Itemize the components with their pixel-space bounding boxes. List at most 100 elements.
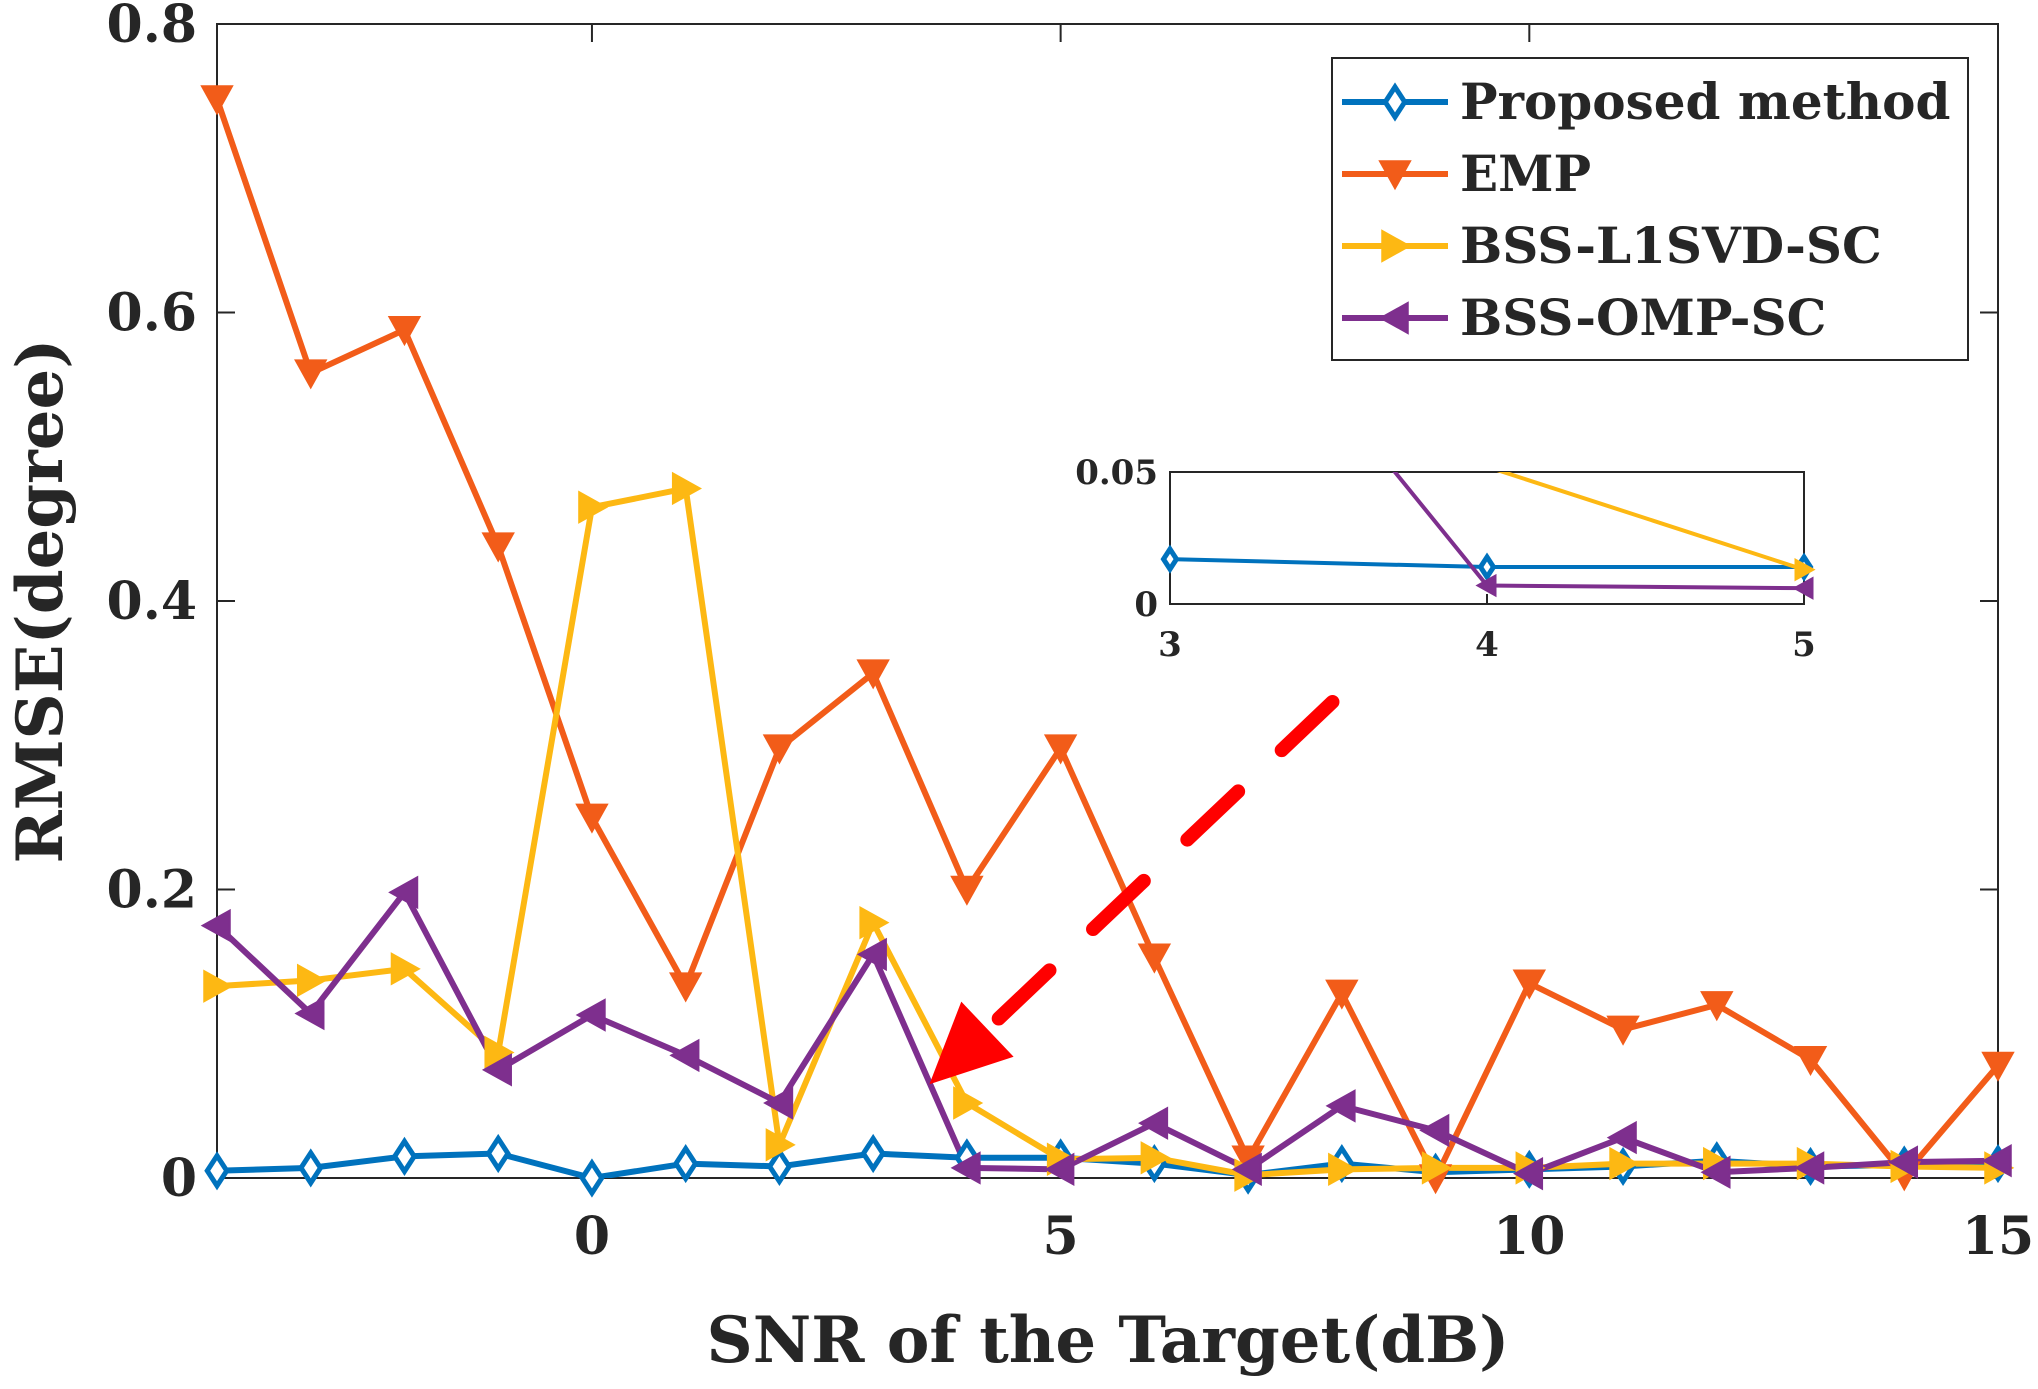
point-bss-omp-sc [1887, 1145, 1919, 1179]
point-proposed-method [766, 1146, 793, 1187]
y-axis-title: RMSE(degree) [3, 339, 78, 864]
point-bss-l1svd-sc [1609, 1146, 1640, 1181]
legend-marker-proposed-method [1382, 82, 1408, 122]
point-emp [1606, 1015, 1640, 1046]
point-bss-l1svd-sc [1140, 1141, 1171, 1175]
point-emp [1512, 969, 1547, 1000]
point-bss-l1svd-sc [296, 963, 328, 998]
point-emp [668, 972, 703, 1003]
point-emp [856, 659, 890, 690]
x-tick-label: 5 [1043, 1206, 1079, 1267]
x-axis-ticks: 0 5 10 15 [574, 24, 2034, 1267]
point-bss-omp-sc [1700, 1155, 1731, 1189]
point-bss-l1svd-sc [390, 952, 421, 986]
point-bss-l1svd-sc [1421, 1151, 1452, 1185]
inset-point-bss-omp-sc [1475, 573, 1497, 598]
series-line-bss-omp-sc [217, 889, 1998, 1177]
point-emp [200, 85, 234, 116]
point-proposed-method [860, 1133, 886, 1174]
point-bss-omp-sc [669, 1038, 700, 1073]
point-proposed-method [672, 1143, 699, 1184]
x-tick-label: 10 [1493, 1206, 1565, 1267]
point-proposed-method [579, 1158, 605, 1198]
y-tick-label: 0.6 [107, 283, 197, 344]
point-bss-omp-sc [1138, 1106, 1169, 1140]
point-bss-omp-sc [1513, 1156, 1544, 1191]
point-bss-omp-sc [388, 875, 419, 910]
x-axis-title: SNR of the Target(dB) [707, 1303, 1510, 1378]
inset-point-bss-omp-sc [1792, 576, 1814, 600]
point-bss-omp-sc [200, 908, 231, 943]
point-bss-omp-sc [763, 1086, 794, 1120]
point-emp [1043, 734, 1078, 765]
point-bss-l1svd-sc [859, 905, 890, 940]
point-proposed-method [204, 1151, 230, 1191]
point-bss-omp-sc [294, 996, 325, 1031]
point-bss-omp-sc [1044, 1152, 1075, 1187]
legend-marker-emp [1378, 160, 1412, 191]
arrow-shaft [980, 694, 1340, 1037]
point-bss-omp-sc [856, 937, 887, 972]
point-emp [1981, 1051, 2015, 1082]
inset-ticks: 0 0.05 3 4 5 [1075, 453, 1816, 665]
inset-y-tick-label: 0.05 [1075, 453, 1158, 493]
point-bss-l1svd-sc [671, 471, 702, 506]
point-bss-omp-sc [481, 1053, 512, 1087]
y-axis-ticks: 0 0.2 0.4 0.6 0.8 [107, 0, 1998, 1209]
y-tick-label: 0.4 [107, 571, 197, 632]
inset-x-tick-label: 3 [1158, 625, 1182, 665]
x-tick-label: 15 [1962, 1206, 2034, 1267]
point-bss-omp-sc [1981, 1143, 2012, 1178]
legend-label: BSS-OMP-SC [1460, 288, 1826, 347]
point-bss-omp-sc [1231, 1152, 1262, 1187]
point-bss-omp-sc [1794, 1151, 1825, 1185]
arrow-head [929, 1001, 1014, 1085]
legend-items: Proposed method EMP BSS-L1SVD-SC BSS-OMP-SC [1342, 72, 1950, 347]
point-proposed-method [485, 1133, 511, 1174]
point-proposed-method [391, 1136, 418, 1176]
y-tick-label: 0.2 [107, 860, 197, 921]
legend-label: BSS-L1SVD-SC [1460, 216, 1882, 275]
point-bss-l1svd-sc [578, 490, 609, 524]
point-bss-omp-sc [1606, 1120, 1637, 1155]
point-bss-l1svd-sc [1328, 1152, 1359, 1187]
marker-layer [200, 85, 2015, 1198]
inset-marker-layer [1160, 544, 1816, 600]
point-proposed-method [298, 1148, 324, 1188]
inset-x-tick-label: 5 [1792, 625, 1816, 665]
series-layer [217, 98, 1998, 1178]
inset-plot: 0 0.05 3 4 5 [1075, 453, 1816, 665]
point-emp [1137, 943, 1172, 974]
inset-x-tick-label: 4 [1475, 625, 1499, 665]
inset-point-bss-l1svd-sc [1794, 557, 1816, 582]
x-tick-label: 0 [574, 1206, 610, 1267]
point-emp [387, 316, 422, 347]
point-emp [294, 359, 328, 390]
inset-point-proposed-method [1160, 544, 1180, 574]
point-bss-l1svd-sc [953, 1086, 984, 1120]
point-emp [1325, 979, 1359, 1010]
point-emp [762, 734, 797, 765]
inset-point-proposed-method [1477, 552, 1497, 582]
point-bss-omp-sc [1325, 1089, 1356, 1123]
zoom-arrow [929, 694, 1340, 1085]
legend-marker-bss-omp-sc [1378, 301, 1409, 335]
point-emp [481, 532, 515, 563]
point-bss-l1svd-sc [203, 969, 234, 1003]
series-line-emp [217, 98, 1998, 1178]
point-bss-l1svd-sc [484, 1035, 515, 1070]
legend: Proposed method EMP BSS-L1SVD-SC BSS-OMP-SC [1331, 57, 1969, 361]
legend-label: EMP [1460, 144, 1591, 203]
legend-label: Proposed method [1460, 72, 1950, 131]
point-bss-omp-sc [950, 1151, 981, 1185]
point-bss-l1svd-sc [765, 1128, 796, 1162]
plot-area: 0 0.2 0.4 0.6 0.8 0 5 10 15 [107, 0, 2035, 1267]
y-tick-label: 0 [161, 1148, 197, 1209]
y-tick-label: 0.8 [107, 0, 197, 55]
legend-box [1331, 57, 1969, 361]
point-bss-omp-sc [575, 998, 606, 1032]
point-emp [950, 875, 984, 906]
point-emp [575, 803, 609, 834]
point-emp [1793, 1045, 1828, 1077]
